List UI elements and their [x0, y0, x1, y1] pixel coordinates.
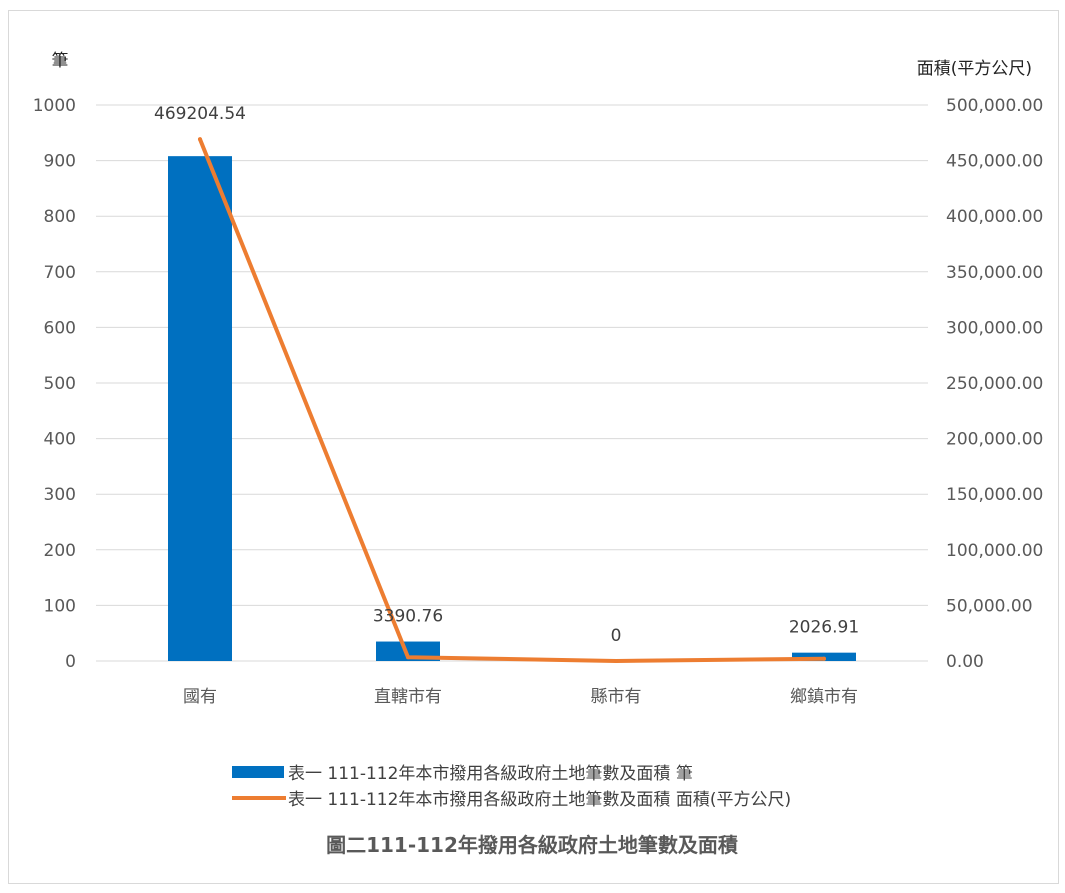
legend-line-label: 表一 111-112年本市撥用各級政府土地筆數及面積 面積(平方公尺)	[288, 790, 791, 810]
left-tick-label: 1000	[33, 96, 76, 116]
right-tick-label: 350,000.00	[946, 263, 1043, 283]
right-tick-label: 400,000.00	[946, 207, 1043, 227]
right-axis-title: 面積(平方公尺)	[917, 59, 1032, 79]
left-tick-label: 200	[44, 541, 76, 561]
right-tick-label: 0.00	[946, 652, 984, 672]
left-axis-title: 筆	[52, 51, 69, 71]
data-label: 3390.76	[373, 607, 443, 627]
data-label: 2026.91	[789, 618, 859, 638]
right-tick-label: 500,000.00	[946, 96, 1043, 116]
line-point	[614, 659, 618, 663]
right-tick-label: 300,000.00	[946, 318, 1043, 338]
left-tick-label: 500	[44, 374, 76, 394]
category-label: 直轄市有	[374, 687, 442, 707]
left-tick-label: 800	[44, 207, 76, 227]
right-axis-ticks: 0.00 50,000.00 100,000.00 150,000.00 200,000…	[946, 96, 1043, 672]
left-tick-label: 100	[44, 596, 76, 616]
category-label: 鄉鎮市有	[790, 687, 858, 707]
line-point	[822, 656, 826, 661]
right-tick-label: 200,000.00	[946, 430, 1043, 450]
legend: 表一 111-112年本市撥用各級政府土地筆數及面積 筆 表一 111-112年…	[232, 764, 791, 810]
legend-bar-swatch	[232, 766, 284, 778]
right-tick-label: 450,000.00	[946, 152, 1043, 172]
bar	[168, 156, 232, 662]
left-tick-label: 700	[44, 263, 76, 283]
bar-series	[168, 156, 856, 662]
legend-bar-label: 表一 111-112年本市撥用各級政府土地筆數及面積 筆	[288, 764, 693, 784]
line-series	[198, 137, 826, 663]
left-tick-label: 300	[44, 485, 76, 505]
left-tick-label: 0	[65, 652, 76, 672]
right-tick-label: 150,000.00	[946, 485, 1043, 505]
left-tick-label: 900	[44, 152, 76, 172]
left-tick-label: 600	[44, 318, 76, 338]
line-point	[198, 137, 202, 142]
category-labels: 國有 直轄市有 縣市有 鄉鎮市有	[183, 687, 858, 707]
left-tick-label: 400	[44, 430, 76, 450]
category-label: 國有	[183, 687, 217, 707]
line-point	[406, 655, 410, 660]
data-label: 0	[611, 626, 622, 646]
line-path	[198, 137, 826, 663]
right-tick-label: 50,000.00	[946, 596, 1033, 616]
left-axis-ticks: 0 100 200 300 400 500 600 700 800 900 1000	[33, 96, 76, 672]
category-label: 縣市有	[591, 687, 642, 707]
right-tick-label: 250,000.00	[946, 374, 1043, 394]
data-labels: 469204.54 3390.76 0 2026.91	[154, 104, 859, 646]
chart-caption: 圖二111-112年撥用各級政府土地筆數及面積	[326, 833, 739, 857]
data-label: 469204.54	[154, 104, 246, 124]
right-tick-label: 100,000.00	[946, 541, 1043, 561]
